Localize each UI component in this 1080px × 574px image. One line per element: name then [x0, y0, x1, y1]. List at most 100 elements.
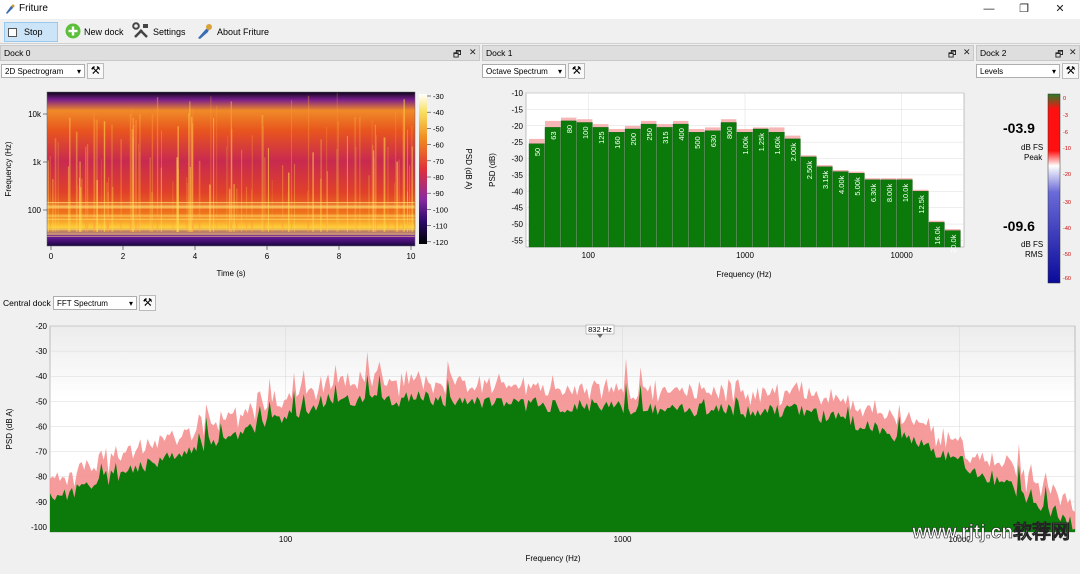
octave-bar-label: 160 [613, 136, 622, 149]
dock2-widget-select[interactable]: Levels ▾ [976, 64, 1060, 78]
float-icon[interactable]: 🗗 [453, 49, 462, 59]
spectrogram-streak [395, 111, 397, 232]
spectrogram-x-axis-label: Time (s) [216, 269, 245, 278]
spectrogram-streak [191, 116, 193, 232]
stop-button[interactable]: Stop [4, 22, 58, 42]
spectrogram-streak [264, 157, 266, 232]
fft-y-tick-label: -40 [35, 372, 47, 381]
spectrogram-x-tick-label: 2 [121, 252, 126, 261]
octave-bar [816, 166, 833, 248]
octave-bar [800, 156, 817, 248]
close-icon[interactable]: ✕ [963, 47, 971, 57]
octave-y-axis-label: PSD (dB) [488, 153, 497, 187]
central-widget-select[interactable]: FFT Spectrum ▾ [53, 296, 137, 310]
spectrogram-streak [320, 178, 322, 232]
central-settings-tool-icon[interactable]: ⚒ [139, 295, 156, 311]
chevron-down-icon: ▾ [1051, 66, 1056, 76]
spectrogram-streak [133, 124, 135, 232]
spectrogram-streak [411, 146, 414, 232]
octave-bar [592, 127, 609, 248]
spectrogram-streak [96, 119, 98, 232]
dock0-settings-tool-icon[interactable]: ⚒ [87, 63, 104, 79]
about-button[interactable]: About Friture [193, 22, 272, 42]
spectrogram-streak [54, 138, 57, 232]
octave-bar [768, 132, 785, 248]
spectrogram-streak [336, 149, 338, 232]
spectrogram-x-tick-label: 0 [49, 252, 54, 261]
octave-bar [736, 132, 753, 248]
octave-bar-label: 8.00k [885, 184, 894, 203]
close-icon[interactable]: ✕ [469, 47, 477, 57]
spectrogram-streak [411, 126, 413, 232]
spectrogram-streak [396, 161, 398, 232]
spectrogram-streak [307, 190, 309, 232]
spectrogram-streak [320, 139, 322, 232]
dock2-settings-tool-icon[interactable]: ⚒ [1062, 63, 1079, 79]
spectrogram-harmonic-band [47, 205, 415, 208]
spectrogram-streak [156, 97, 159, 232]
spectrogram-y-tick-label: 100 [28, 206, 42, 215]
spectrogram-harmonic-band [47, 236, 415, 237]
spectrogram-streak [177, 126, 179, 232]
octave-bar-label: 315 [661, 131, 670, 144]
spectrogram-streak [307, 95, 310, 232]
float-icon[interactable]: 🗗 [948, 49, 957, 59]
colorbar-tick-label: -40 [433, 108, 444, 117]
level-meter-bar [1047, 93, 1061, 284]
spectrogram-streak [151, 192, 153, 232]
spectrogram-streak [101, 159, 102, 232]
octave-bar-label: 20.0k [949, 234, 958, 253]
spectrogram-harmonic-band [47, 206, 415, 209]
spectrogram-streak [79, 161, 81, 232]
dock2-title: Dock 2 [980, 48, 1007, 58]
spectrogram-streak [93, 119, 96, 232]
minimize-button[interactable]: — [983, 3, 995, 15]
spectrogram-streak [69, 117, 71, 232]
octave-bar-label: 1.00k [741, 136, 750, 155]
spectrogram-streak [373, 150, 375, 232]
spectrogram-streak [227, 135, 229, 232]
spectrogram-streak [216, 105, 218, 232]
octave-bar [944, 230, 961, 248]
octave-y-tick-label: -25 [511, 138, 523, 147]
settings-button[interactable]: Settings [129, 22, 189, 42]
spectrogram-streak [198, 160, 201, 232]
octave-y-tick-label: -50 [511, 220, 523, 229]
spectrogram-streak [103, 121, 106, 232]
dock0-title: Dock 0 [4, 48, 31, 58]
spectrogram-x-tick-label: 10 [407, 252, 416, 261]
dock0-widget-select[interactable]: 2D Spectrogram ▾ [1, 64, 85, 78]
stop-label: Stop [24, 27, 43, 37]
fft-y-tick-label: -20 [35, 322, 47, 331]
level-tick-label: -6 [1063, 130, 1068, 136]
spectrogram-x-tick-label: 4 [193, 252, 198, 261]
spectrogram-streak [267, 148, 269, 232]
dock1-settings-tool-icon[interactable]: ⚒ [568, 63, 585, 79]
spectrogram-streak [151, 113, 154, 232]
fft-x-tick-label: 100 [279, 535, 293, 544]
spectrogram-x-tick-label: 6 [265, 252, 270, 261]
spectrogram-streak [374, 124, 376, 232]
new-dock-button[interactable]: New dock [62, 22, 127, 42]
octave-bar [576, 122, 593, 248]
spectrogram-streak [407, 191, 408, 232]
spectrogram-streak [188, 112, 189, 232]
level-tick-label: -10 [1063, 146, 1071, 152]
dock1-widget-select[interactable]: Octave Spectrum ▾ [482, 64, 566, 78]
fft-y-tick-label: -80 [35, 473, 47, 482]
octave-x-tick-label: 100 [582, 251, 596, 260]
spectrogram-streak [229, 189, 231, 232]
close-icon[interactable]: ✕ [1069, 47, 1077, 57]
spectrogram-streak [132, 137, 134, 232]
octave-x-tick-label: 10000 [891, 251, 914, 260]
spectrogram-streak [245, 186, 248, 232]
close-button[interactable]: ✕ [1055, 3, 1065, 15]
spectrogram-streak [387, 147, 389, 232]
float-icon[interactable]: 🗗 [1055, 49, 1064, 59]
spectrogram-streak [359, 116, 361, 232]
spectrogram-streak [129, 114, 132, 232]
spectrogram-streak [85, 151, 87, 232]
spectrogram-streak [271, 180, 273, 232]
maximize-button[interactable]: ❐ [1019, 3, 1029, 15]
spectrogram-streak [93, 112, 95, 232]
